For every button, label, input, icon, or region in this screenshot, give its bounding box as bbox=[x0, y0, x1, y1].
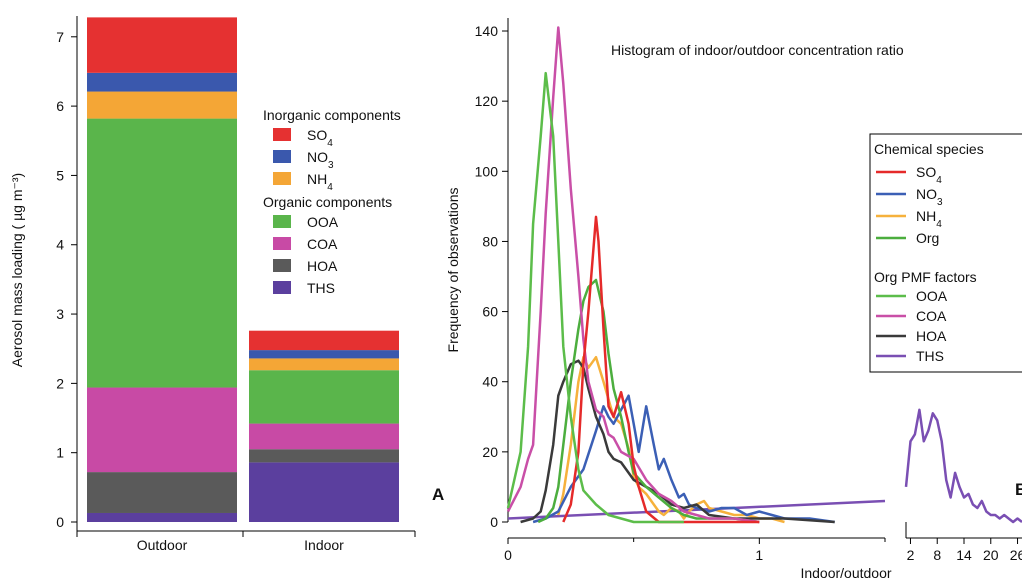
legend-label-nh4: NH4 bbox=[307, 171, 333, 193]
legend-title-pmf: Org PMF factors bbox=[874, 269, 977, 285]
hist-line-org bbox=[537, 278, 760, 524]
hist-line-no3 bbox=[532, 394, 835, 524]
hist-legend: Chemical species SO4 NO3 NH4 Org Org PMF… bbox=[869, 133, 1022, 373]
hist-line-coa bbox=[506, 26, 760, 524]
hist-series-lines bbox=[506, 26, 886, 524]
hist-y-ticks: 0 20 40 60 80 100 120 140 bbox=[475, 23, 508, 530]
legend-title-organic: Organic components bbox=[263, 194, 392, 210]
bar-segment-indoor-nh4 bbox=[249, 358, 399, 371]
hist-title: Histogram of indoor/outdoor concentratio… bbox=[611, 42, 904, 58]
legend-text-coa: COA bbox=[916, 308, 947, 324]
legend-swatch-ths bbox=[273, 281, 291, 294]
hist-y-tick-label: 0 bbox=[490, 514, 498, 530]
bar-legend: Inorganic components SO4 NO3 NH4 Organic… bbox=[263, 107, 401, 296]
bar-segment-indoor-coa bbox=[249, 423, 399, 450]
histb-x-ticks: 2 8 14 20 26 bbox=[907, 538, 1022, 563]
histb-x-tick-label: 14 bbox=[956, 547, 972, 563]
bar-category-label-indoor: Indoor bbox=[304, 537, 344, 553]
hist-line-hoa bbox=[520, 359, 835, 524]
hist-line-so4 bbox=[562, 215, 760, 524]
bar-segment-outdoor-so4 bbox=[87, 17, 237, 73]
bar-segment-outdoor-ths bbox=[87, 512, 237, 522]
legend-text-ths: THS bbox=[916, 348, 944, 364]
hist-y-tick-label: 100 bbox=[475, 163, 499, 179]
hist-x-axis-label: Indoor/outdoor bbox=[800, 565, 891, 581]
hist-y-tick-label: 80 bbox=[482, 233, 498, 249]
bar-segment-indoor-ooa bbox=[249, 370, 399, 424]
legend-label-no3: NO3 bbox=[307, 149, 334, 171]
bar-y-tick-label: 3 bbox=[56, 306, 64, 322]
legend-swatch-hoa bbox=[273, 259, 291, 272]
bar-y-tick-label: 5 bbox=[56, 167, 64, 183]
bar-y-tick-label: 4 bbox=[56, 237, 64, 253]
legend-text-org: Org bbox=[916, 230, 939, 246]
hist-y-axis-label: Frequency of observations bbox=[445, 188, 461, 353]
histb-x-tick-label: 2 bbox=[907, 547, 915, 563]
bar-segment-indoor-ths bbox=[249, 462, 399, 522]
bar-category-label-outdoor: Outdoor bbox=[137, 537, 188, 553]
bar-y-tick-label: 7 bbox=[56, 29, 64, 45]
bar-segment-outdoor-no3 bbox=[87, 72, 237, 92]
histb-x-tick-label: 26 bbox=[1010, 547, 1022, 563]
bar-y-tick-label: 2 bbox=[56, 375, 64, 391]
histb-x-tick-label: 20 bbox=[983, 547, 999, 563]
hist-line-ooa bbox=[506, 71, 684, 524]
legend-swatch-ooa bbox=[273, 215, 291, 228]
legend-text-hoa: HOA bbox=[916, 328, 947, 344]
hist-y-tick-label: 40 bbox=[482, 374, 498, 390]
stacked-bar-panel: 0 1 2 3 4 5 6 7 Outdoor Indoor Aerosol mass load… bbox=[9, 16, 416, 553]
bar-y-ticks: 0 1 2 3 4 5 6 7 bbox=[56, 29, 77, 530]
hist-legend-box bbox=[869, 133, 1022, 373]
histb-line-ths bbox=[904, 408, 1022, 524]
legend-label-hoa: HOA bbox=[307, 258, 338, 274]
bar-layer bbox=[87, 17, 399, 522]
legend-label-ths: THS bbox=[307, 280, 335, 296]
histb-series-lines bbox=[904, 408, 1022, 524]
bar-y-axis-label: Aerosol mass loading ( µg m⁻³) bbox=[9, 173, 25, 367]
bar-y-tick-label: 1 bbox=[56, 445, 64, 461]
bar-y-tick-label: 6 bbox=[56, 98, 64, 114]
legend-swatch-nh4 bbox=[273, 172, 291, 185]
bar-segment-indoor-so4 bbox=[249, 330, 399, 351]
hist-y-tick-label: 60 bbox=[482, 304, 498, 320]
bar-segment-outdoor-coa bbox=[87, 387, 237, 473]
legend-swatch-so4 bbox=[273, 128, 291, 141]
hist-x-tick-label: 0 bbox=[504, 547, 512, 563]
histogram-panel-b: 2 8 14 20 26 B bbox=[904, 408, 1022, 563]
panel-label-a: A bbox=[432, 485, 444, 504]
bar-y-tick-label: 0 bbox=[56, 514, 64, 530]
hist-line-nh4 bbox=[557, 355, 785, 524]
bar-segment-indoor-hoa bbox=[249, 449, 399, 463]
hist-y-tick-label: 140 bbox=[475, 23, 499, 39]
legend-label-coa: COA bbox=[307, 236, 338, 252]
bar-x-ticks: Outdoor Indoor bbox=[76, 531, 416, 553]
bar-segment-indoor-no3 bbox=[249, 350, 399, 359]
hist-x-tick-label: 1 bbox=[755, 547, 763, 563]
legend-swatch-coa bbox=[273, 237, 291, 250]
histb-x-tick-label: 8 bbox=[933, 547, 941, 563]
legend-title-chemical: Chemical species bbox=[874, 141, 984, 157]
hist-y-tick-label: 20 bbox=[482, 444, 498, 460]
legend-title-inorganic: Inorganic components bbox=[263, 107, 401, 123]
bar-segment-outdoor-ooa bbox=[87, 118, 237, 388]
legend-label-ooa: OOA bbox=[307, 214, 339, 230]
hist-y-tick-label: 120 bbox=[475, 93, 499, 109]
panel-label-b: B bbox=[1015, 480, 1022, 499]
bar-segment-outdoor-hoa bbox=[87, 472, 237, 513]
hist-line-ths bbox=[507, 499, 886, 520]
bar-segment-outdoor-nh4 bbox=[87, 91, 237, 119]
legend-text-ooa: OOA bbox=[916, 288, 948, 304]
legend-label-so4: SO4 bbox=[307, 127, 333, 149]
legend-swatch-no3 bbox=[273, 150, 291, 163]
